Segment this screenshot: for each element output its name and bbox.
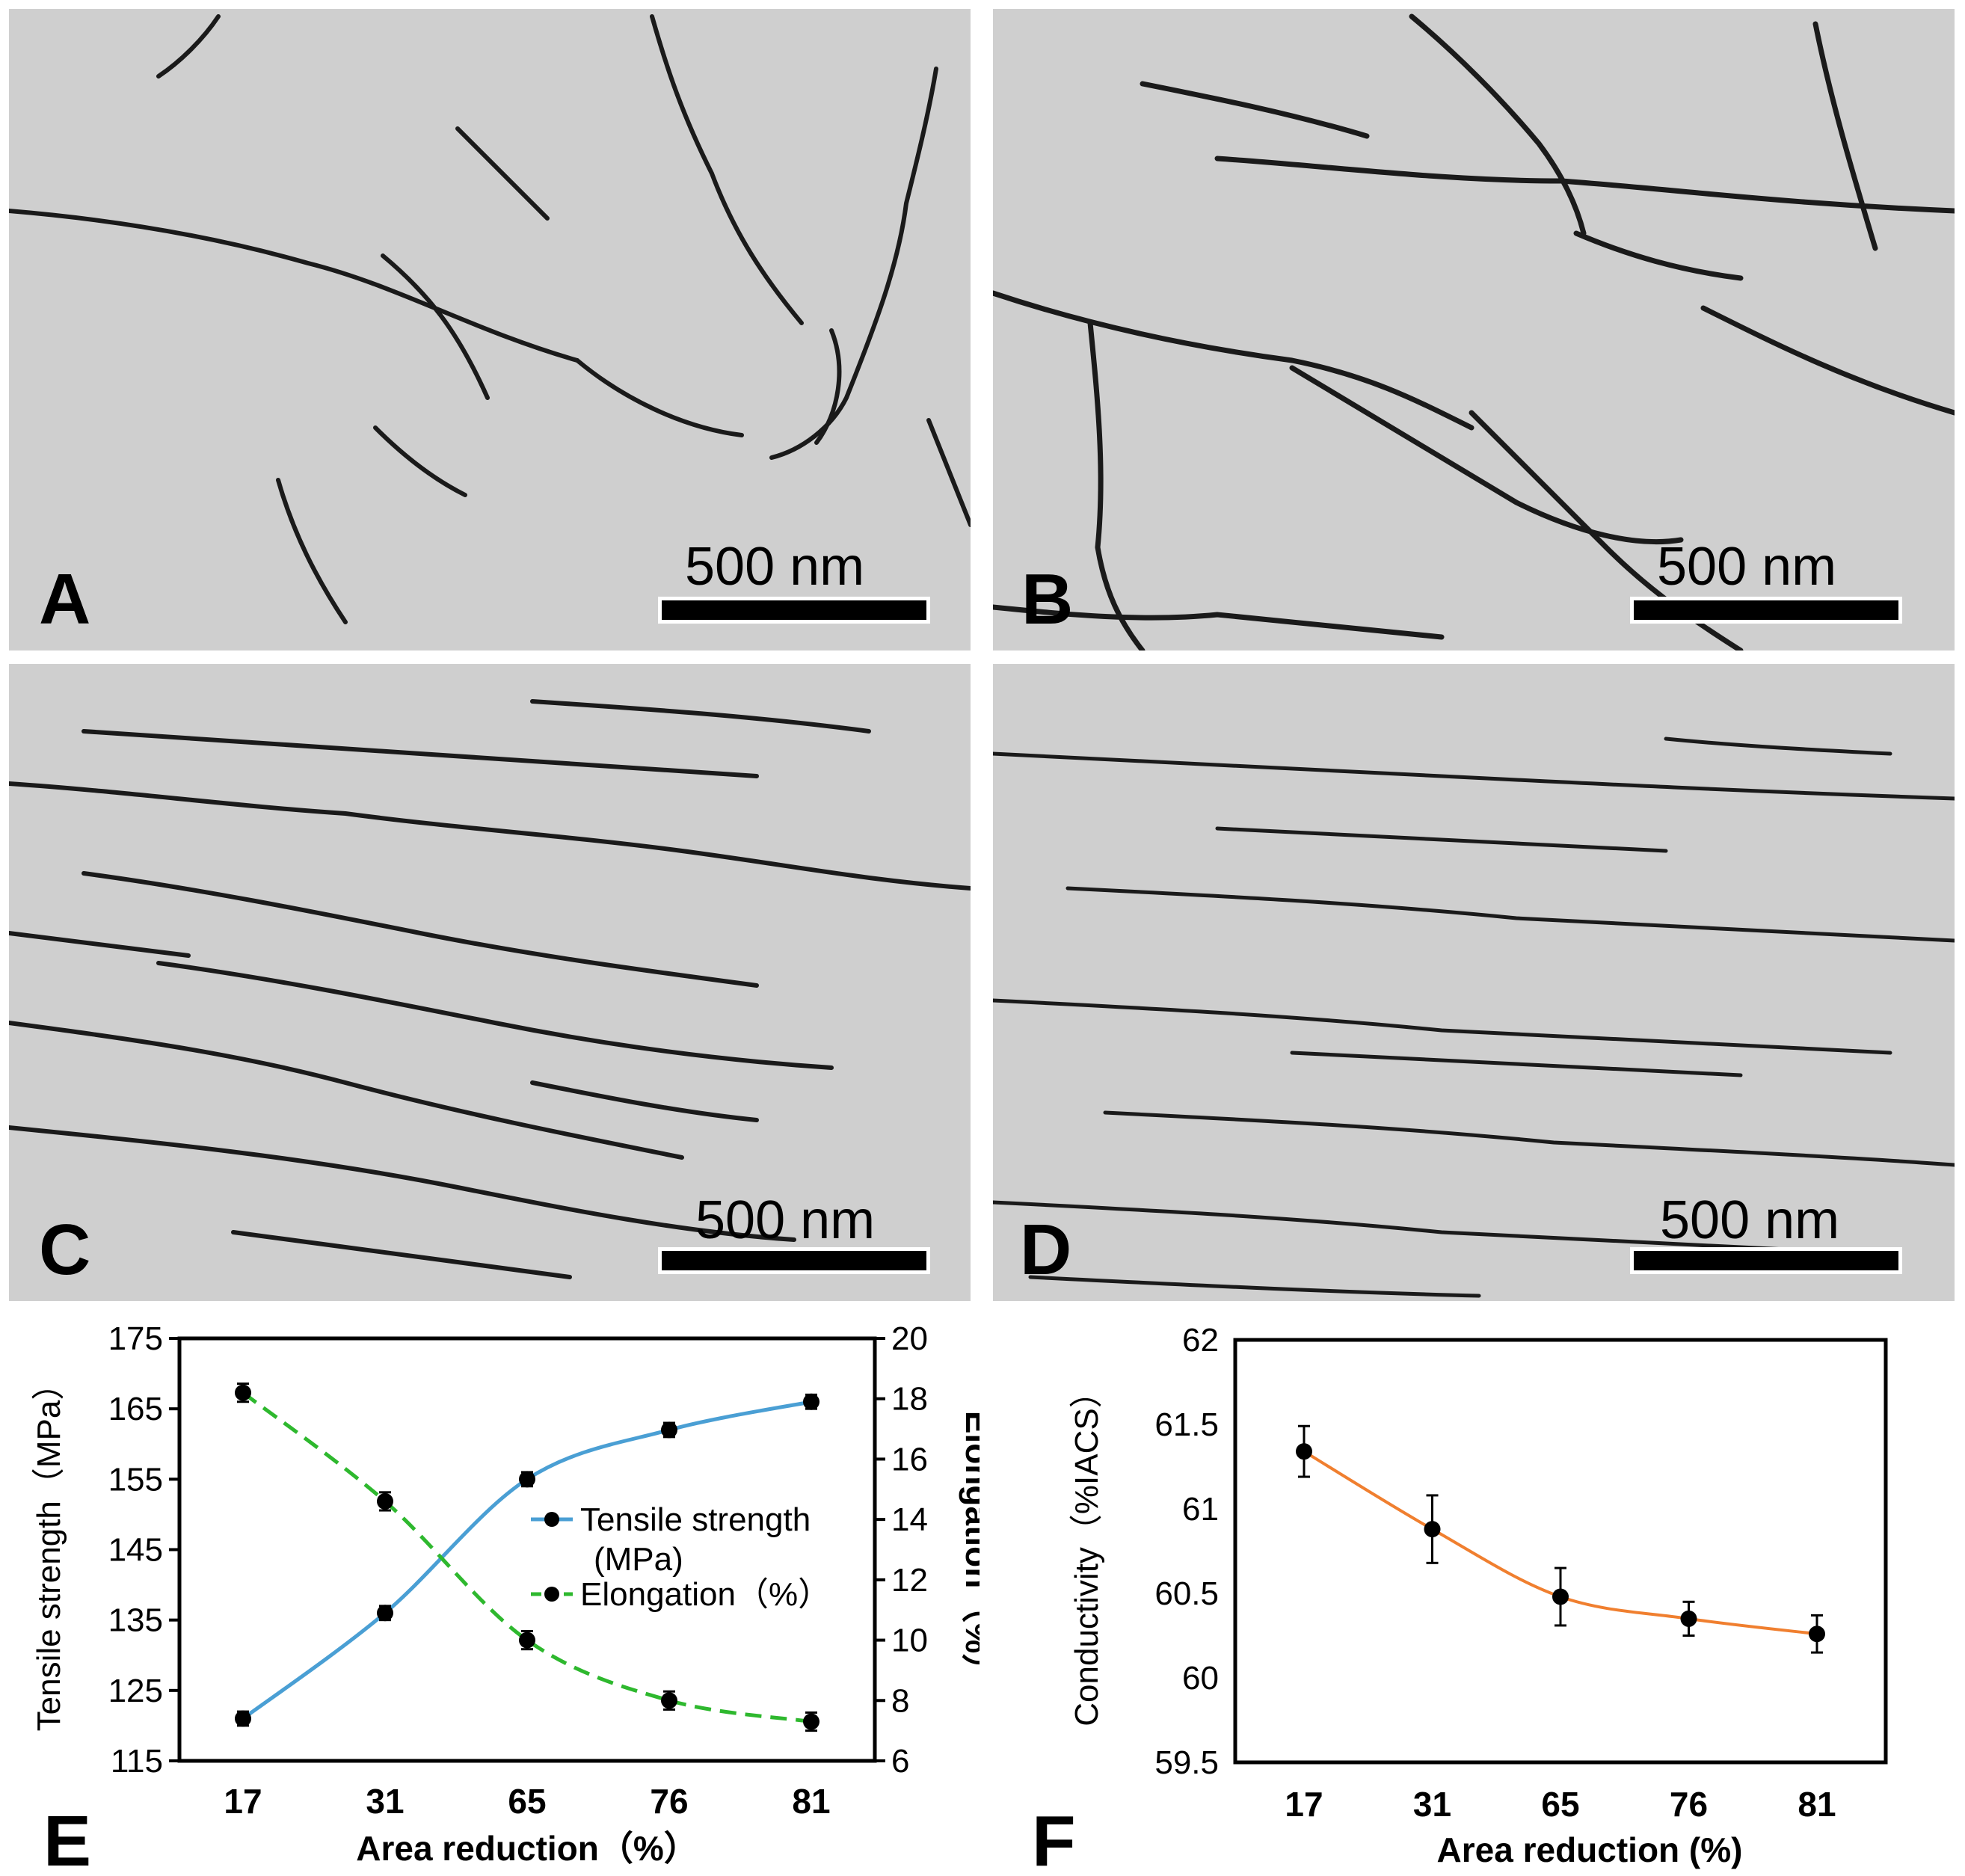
tensile-elongation-chart: 115 125 135 145 155 165 175 6 8 10 12 14 16 18 20 17 3… [31,1320,980,1876]
e-y2-tick-label: 10 [891,1623,928,1659]
panel-label-e: E [43,1801,91,1876]
legend-tensile-marker [544,1512,559,1527]
panel-label-f: F [1032,1801,1076,1876]
scale-text-b: 500 nm [1657,537,1837,597]
e-x-tick-label: 76 [650,1782,688,1821]
e-y-tick-label: 155 [108,1461,163,1498]
panel-label-a: A [39,559,91,639]
f-x-tick-label: 65 [1541,1785,1579,1824]
scale-text-a: 500 nm [685,537,865,597]
tem-image-c [9,699,971,1279]
tensile-strength-point [377,1605,393,1622]
conductivity-point [1809,1626,1825,1643]
tensile-strength-point [519,1471,535,1488]
scale-bar-d [1630,1247,1902,1274]
scale-bar-b [1630,597,1902,624]
conductivity-point [1680,1610,1697,1627]
elongation-point [519,1631,535,1649]
f-x-tick-label: 81 [1798,1785,1836,1824]
e-y-tick-label: 135 [108,1602,163,1639]
f-x-axis-label: Area reduction (%) [1437,1830,1743,1869]
tensile-strength-point [803,1393,819,1410]
f-y-tick-label: 62 [1182,1322,1219,1359]
f-x-tick-label: 17 [1285,1785,1323,1824]
e-y2-tick-label: 6 [891,1743,909,1780]
f-x-tick-label: 31 [1413,1785,1451,1824]
legend-tensile-label: Tensile strength [580,1501,811,1538]
scale-text-c: 500 nm [695,1190,876,1250]
legend-elongation-marker [544,1587,559,1602]
e-y-axis-label: Tensile strength（MPa） [31,1368,67,1732]
e-x-tick-label: 65 [508,1782,546,1821]
elongation-point [661,1692,677,1709]
elongation-point [235,1384,251,1401]
tem-image-a [9,14,971,624]
tem-panel-b: B 500 nm [993,9,1955,651]
e-y2-axis-label: Elongation（%） [959,1411,980,1688]
e-y2-tick-label: 16 [891,1441,928,1477]
tem-panel-a: A 500 nm [9,9,971,651]
scale-bar-a [658,597,930,624]
e-y-tick-label: 125 [108,1673,163,1709]
f-y-tick-label: 61.5 [1154,1406,1219,1443]
legend-elongation-label: Elongation（%） [580,1576,831,1613]
f-x-tick-label: 76 [1670,1785,1708,1824]
e-y2-tick-label: 8 [891,1682,909,1719]
scale-text-d: 500 nm [1660,1190,1840,1250]
e-x-tick-label: 17 [224,1782,262,1821]
tem-panel-c: C 500 nm [9,664,971,1301]
conductivity-point [1424,1521,1441,1538]
e-y-tick-label: 115 [111,1743,163,1780]
elongation-point [377,1492,393,1510]
f-y-tick-label: 59.5 [1154,1744,1219,1781]
conductivity-point [1552,1588,1569,1605]
f-y-tick-label: 60 [1182,1660,1219,1697]
conductivity-chart: 59.5 60 60.5 61 61.5 62 17 31 65 76 81 Area reduc… [1032,1322,1888,1876]
e-y2-tick-label: 12 [891,1562,928,1599]
e-x-axis-label: Area reduction（%） [356,1829,698,1868]
tem-image-d [993,736,1955,1298]
f-y-tick-label: 60.5 [1154,1575,1219,1612]
legend-tensile-unit: (MPa) [594,1541,683,1578]
plot-area-f [1233,1338,1888,1765]
e-x-tick-label: 31 [366,1782,404,1821]
e-y-tick-label: 165 [108,1391,163,1427]
tensile-strength-point [235,1710,251,1727]
e-x-tick-label: 81 [792,1782,830,1821]
scale-bar-c [658,1247,930,1274]
elongation-line [242,1391,812,1724]
e-y2-tick-label: 14 [891,1501,928,1538]
tensile-strength-point [661,1421,677,1439]
f-y-axis-label: Conductivity（%IACS） [1068,1375,1105,1726]
panel-label-c: C [39,1210,91,1290]
f-y-tick-label: 61 [1182,1491,1219,1528]
e-y2-tick-label: 18 [891,1381,928,1418]
panel-label-d: D [1020,1210,1072,1290]
e-y-tick-label: 145 [108,1532,163,1569]
elongation-point [803,1713,819,1730]
conductivity-point [1296,1443,1312,1460]
e-y-tick-label: 175 [108,1320,163,1357]
plot-area-e [177,1336,877,1763]
tem-panel-d: D 500 nm [993,664,1955,1301]
tensile-strength-line [242,1400,812,1720]
e-y2-tick-label: 20 [891,1320,928,1357]
panel-label-b: B [1021,559,1074,639]
